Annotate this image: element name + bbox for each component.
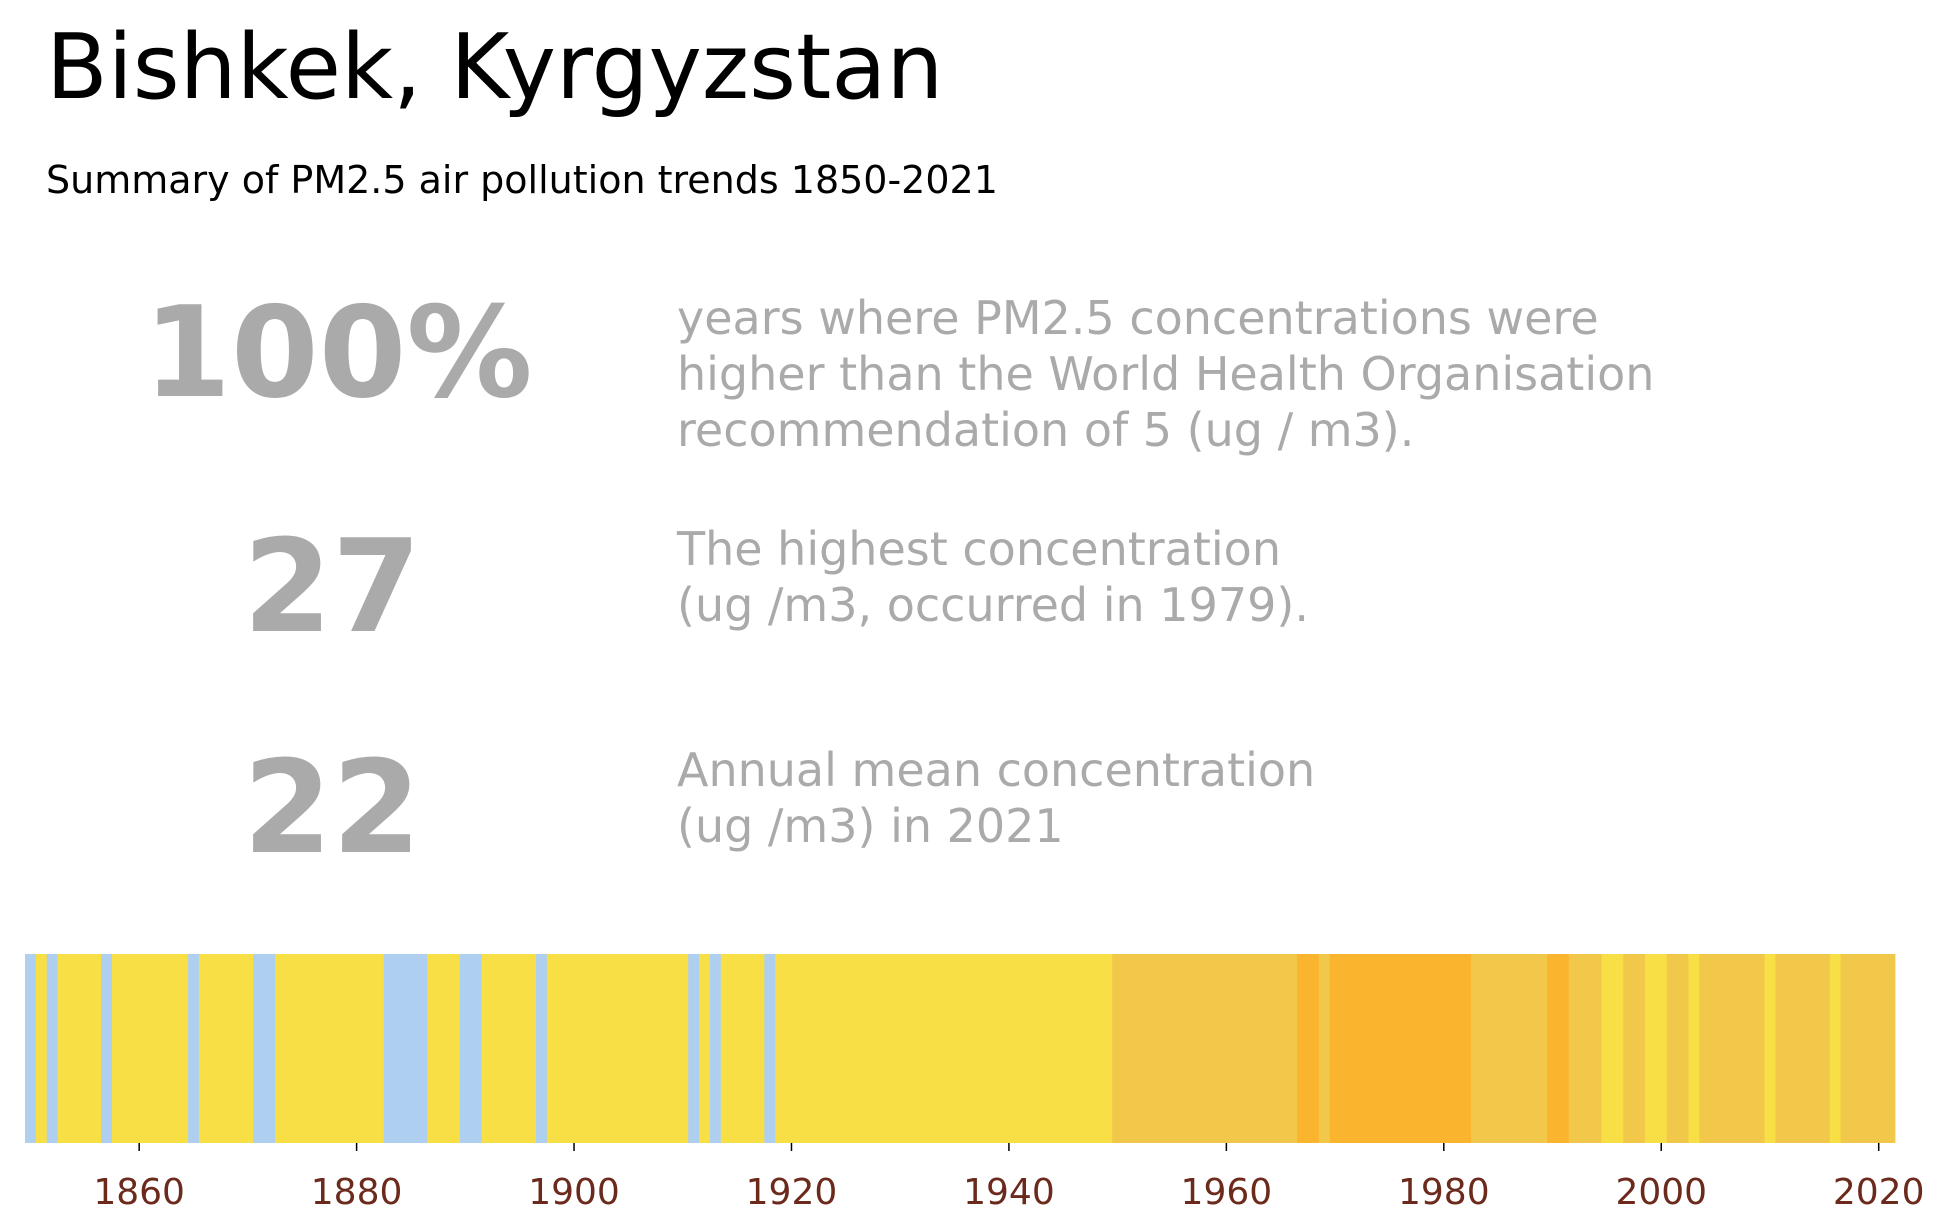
stripe-segment [688, 954, 700, 1143]
stripe-segment [1688, 954, 1700, 1143]
stripe-segment [709, 954, 722, 1143]
x-tick-label: 1900 [528, 1172, 620, 1213]
stripe-segment [198, 954, 254, 1143]
page-subtitle: Summary of PM2.5 air pollution trends 18… [46, 158, 998, 202]
stripe-segment [720, 954, 765, 1143]
stat-desc-mean: Annual mean concentration (ug /m3) in 20… [677, 742, 1315, 854]
stripe-segment [1547, 954, 1570, 1143]
stripe-segment [35, 954, 48, 1143]
stat-value-highest: 27 [242, 513, 422, 662]
stripe-segment [427, 954, 461, 1143]
stripe-segment [1470, 954, 1548, 1143]
stripe-segment [1699, 954, 1765, 1143]
stripe-segment [1297, 954, 1320, 1143]
stripe-segment [546, 954, 689, 1143]
page-title: Bishkek, Kyrgyzstan [46, 15, 944, 120]
x-tick-label: 1960 [1181, 1172, 1273, 1213]
stripe-segment [1601, 954, 1624, 1143]
stripe-segment [1840, 954, 1896, 1143]
stat-desc-line: higher than the World Health Organisatio… [677, 347, 1655, 401]
stripe-segment [46, 954, 59, 1143]
x-tick-label: 1880 [311, 1172, 403, 1213]
stripe-segment [481, 954, 537, 1143]
x-tick-label: 1860 [93, 1172, 185, 1213]
stripe-segment [764, 954, 776, 1143]
stat-desc-highest: The highest concentration (ug /m3, occur… [677, 521, 1309, 633]
stripe-segment [1568, 954, 1602, 1143]
stat-value-mean: 22 [242, 734, 422, 883]
stripe-segment [57, 954, 102, 1143]
stat-value-percent: 100% [143, 279, 533, 426]
stripe-segment [383, 954, 428, 1143]
stat-desc-line: Annual mean concentration [677, 743, 1316, 797]
x-tick-label: 1920 [746, 1172, 838, 1213]
stripe-segment [1623, 954, 1646, 1143]
x-tick-label: 1940 [963, 1172, 1055, 1213]
x-tick-label: 2000 [1615, 1172, 1707, 1213]
stat-desc-line: The highest concentration [677, 522, 1281, 576]
stripe-segment [1775, 954, 1831, 1143]
stripe-segment [1318, 954, 1331, 1143]
x-tick-label: 2020 [1833, 1172, 1925, 1213]
stripe-segment [775, 954, 1113, 1143]
stripe-segment [1666, 954, 1689, 1143]
stripe-segment [699, 954, 711, 1143]
stripe-segment [1644, 954, 1668, 1143]
stat-desc-line: (ug /m3) in 2021 [677, 799, 1064, 853]
stripe-segment [1829, 954, 1842, 1143]
stat-desc-line: (ug /m3, occurred in 1979). [677, 578, 1309, 632]
stripe-segment [253, 954, 276, 1143]
stripe-segment [25, 954, 37, 1143]
stripe-segment [111, 954, 189, 1143]
x-tick-label: 1980 [1398, 1172, 1490, 1213]
stripe-segment [1112, 954, 1298, 1143]
stripe-segment [275, 954, 385, 1143]
stripe-segment [459, 954, 483, 1143]
stripe-segment [535, 954, 548, 1143]
stat-desc-line: recommendation of 5 (ug / m3). [677, 403, 1415, 457]
stat-desc-percent: years where PM2.5 concentrations were hi… [677, 290, 1654, 458]
stripe-segment [1764, 954, 1776, 1143]
stripe-segment [101, 954, 113, 1143]
stat-desc-line: years where PM2.5 concentrations were [677, 291, 1599, 345]
stripe-segment [188, 954, 200, 1143]
stripe-segment [1329, 954, 1472, 1143]
